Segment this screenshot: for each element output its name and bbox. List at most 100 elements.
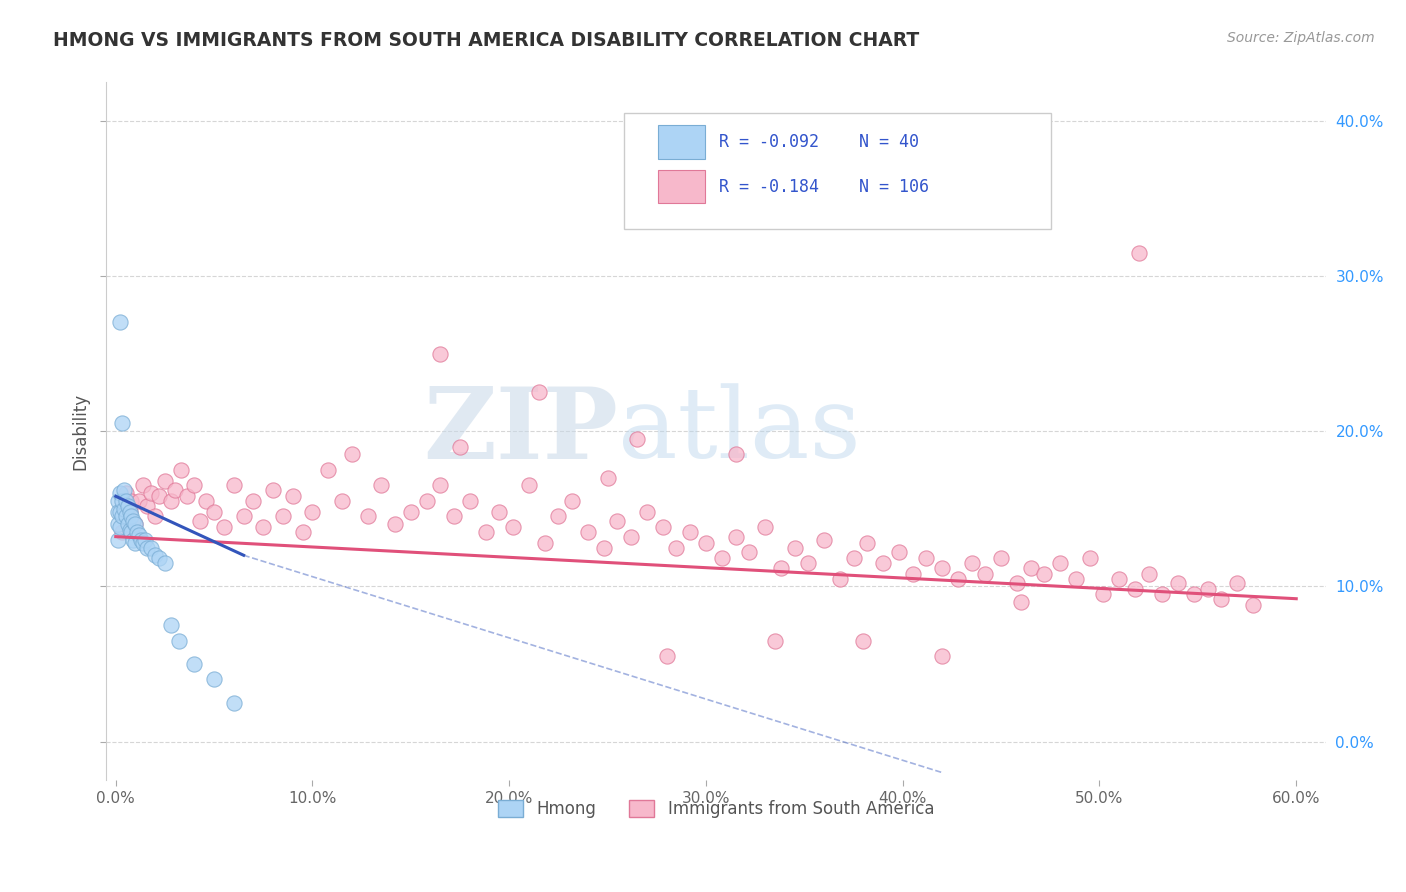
Point (710, 551, 733, 566)
Point (222, 696, 245, 710)
Point (122, 533, 145, 547)
Point (117, 517, 139, 532)
Point (148, 489, 170, 503)
Point (576, 524, 599, 539)
Point (724, 447, 747, 461)
Point (1005, 576, 1028, 591)
Point (114, 509, 136, 524)
Point (356, 509, 378, 524)
Point (232, 509, 254, 524)
Point (1049, 556, 1071, 570)
Point (679, 524, 702, 539)
Point (1241, 598, 1264, 612)
Point (449, 440, 471, 454)
Point (527, 385, 550, 400)
Point (153, 474, 176, 488)
Point (111, 524, 134, 539)
Point (124, 517, 146, 532)
Point (592, 541, 614, 555)
Point (488, 505, 510, 519)
Point (183, 657, 205, 671)
Point (121, 494, 143, 508)
Point (606, 514, 628, 528)
Point (271, 509, 294, 524)
Point (108, 316, 131, 330)
Point (112, 501, 135, 516)
Point (170, 463, 193, 477)
Point (783, 541, 806, 555)
Point (990, 551, 1012, 566)
Point (458, 494, 481, 508)
Point (626, 432, 648, 446)
Point (114, 486, 136, 500)
Point (136, 499, 159, 513)
Point (651, 520, 673, 534)
Point (695, 536, 717, 550)
Legend: Hmong, Immigrants from South America: Hmong, Immigrants from South America (491, 793, 941, 824)
Point (212, 520, 235, 534)
Point (636, 505, 658, 519)
Point (1010, 595, 1032, 609)
Point (415, 494, 437, 508)
Point (1108, 572, 1130, 586)
Point (384, 517, 406, 532)
Point (107, 517, 129, 532)
Point (141, 486, 163, 500)
Point (108, 486, 131, 500)
Point (291, 524, 314, 539)
Point (118, 505, 141, 519)
Point (124, 517, 146, 532)
Point (960, 556, 983, 570)
Point (111, 494, 134, 508)
Point (474, 524, 496, 539)
Point (842, 551, 865, 566)
Point (143, 548, 166, 562)
Point (111, 509, 134, 524)
Point (128, 528, 150, 542)
Point (114, 494, 136, 508)
Point (738, 545, 761, 559)
FancyBboxPatch shape (658, 125, 704, 159)
Point (330, 494, 353, 508)
Point (202, 505, 225, 519)
Point (153, 556, 176, 570)
Point (533, 536, 555, 550)
Point (1033, 566, 1056, 581)
Point (370, 478, 392, 492)
Point (108, 505, 131, 519)
FancyBboxPatch shape (658, 169, 704, 203)
Point (769, 560, 792, 574)
Y-axis label: Disability: Disability (72, 392, 89, 470)
Point (134, 533, 156, 547)
Text: atlas: atlas (619, 384, 860, 479)
Point (132, 478, 155, 492)
Point (148, 551, 170, 566)
Point (176, 489, 198, 503)
Point (131, 533, 153, 547)
Point (281, 489, 304, 503)
Point (931, 649, 953, 664)
Text: ZIP: ZIP (423, 383, 619, 480)
Point (118, 524, 141, 538)
Point (160, 618, 183, 632)
Point (252, 520, 274, 534)
Point (872, 556, 894, 570)
Point (974, 566, 997, 581)
Point (1123, 582, 1146, 597)
Point (163, 483, 186, 497)
Point (915, 551, 938, 566)
Point (118, 505, 141, 519)
Point (108, 520, 131, 534)
Point (222, 478, 245, 492)
Point (128, 494, 150, 508)
Point (887, 545, 910, 559)
Point (946, 572, 969, 586)
Point (141, 541, 163, 555)
Point (1137, 566, 1160, 581)
Point (443, 509, 465, 524)
Point (1226, 576, 1249, 591)
Point (121, 509, 143, 524)
Point (399, 505, 422, 519)
Point (852, 633, 875, 648)
Point (111, 417, 134, 431)
